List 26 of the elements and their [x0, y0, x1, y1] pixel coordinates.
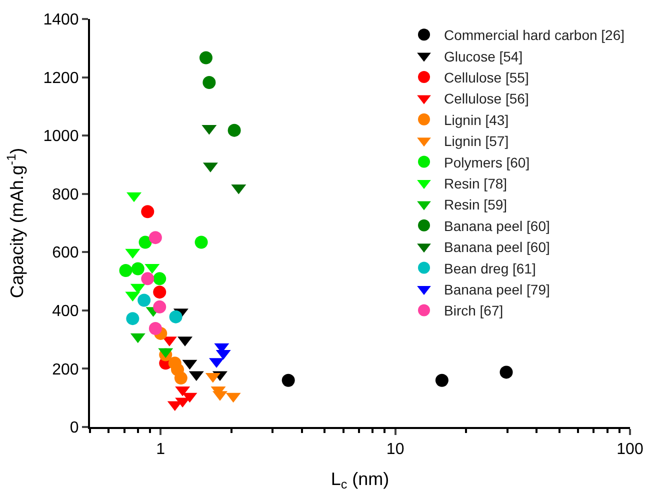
legend-label: Resin [59]	[444, 196, 508, 213]
legend-label: Lignin [57]	[444, 133, 509, 150]
y-tick-label: 1200	[43, 70, 79, 87]
x-tick-label: 1	[156, 441, 166, 458]
legend-label: Cellulose [56]	[444, 90, 529, 107]
x-tick-label: 100	[616, 441, 644, 458]
y-tick-label: 600	[52, 244, 79, 262]
y-tick-label: 0	[70, 420, 79, 437]
y-tick-label: 400	[52, 303, 79, 320]
legend-label: Commercial hard carbon [26]	[444, 27, 625, 44]
y-tick-label: 1400	[43, 12, 79, 29]
legend-label: Bean dreg [61]	[444, 260, 536, 276]
y-tick-label: 200	[52, 361, 79, 378]
legend-label: Cellulose [55]	[444, 69, 529, 86]
legend-label: Banana peel [60]	[444, 239, 550, 256]
y-tick-label: 1000	[43, 128, 79, 146]
legend-label: Resin [78]	[444, 175, 508, 192]
legend-label: Birch [67]	[444, 302, 504, 319]
legend-label: Polymers [60]	[444, 154, 530, 170]
x-tick-label: 10	[386, 441, 404, 458]
x-axis-title: L$_{c}$ (nm)	[330, 468, 390, 492]
legend-label: Banana peel [79]	[444, 281, 550, 298]
legend-label: Lignin [43]	[444, 112, 509, 128]
legend-label: Banana peel [60]	[444, 218, 550, 234]
legend-label: Glucose [54]	[444, 48, 523, 64]
y-tick-label: 800	[52, 186, 79, 204]
